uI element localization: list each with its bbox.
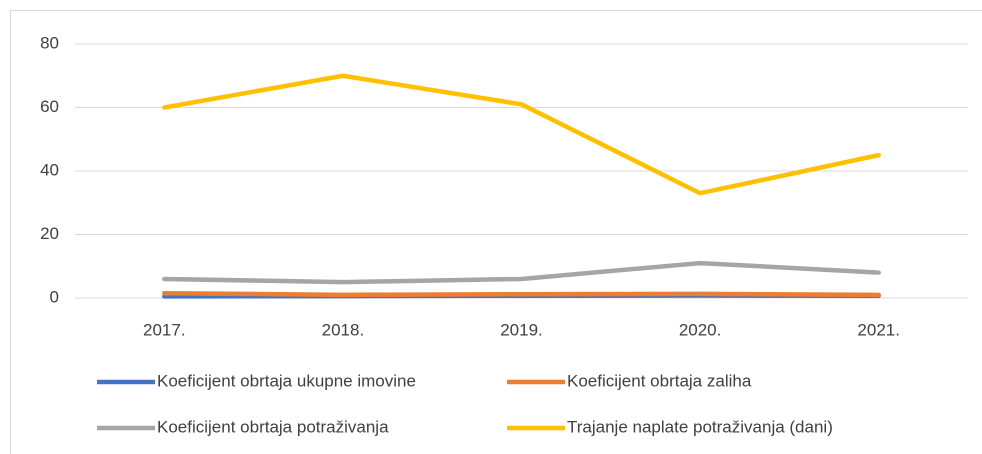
legend-label: Koeficijent obrtaja zaliha [567,371,752,390]
x-tick-label: 2021. [857,320,900,339]
series-line [162,260,881,285]
series-line [162,73,881,196]
x-tick-label: 2017. [143,320,186,339]
y-tick-label: 80 [40,33,59,52]
legend-label: Koeficijent obrtaja potraživanja [157,417,389,436]
x-tick-label: 2018. [322,320,365,339]
y-tick-label: 20 [40,224,59,243]
x-tick-label: 2020. [679,320,722,339]
chart-border [10,10,982,454]
legend-label: Trajanje naplate potraživanja (dani) [567,417,833,436]
series-line [162,290,881,298]
y-tick-label: 40 [40,160,59,179]
y-tick-label: 0 [50,287,59,306]
x-tick-label: 2019. [500,320,543,339]
y-tick-label: 60 [40,97,59,116]
legend-label: Koeficijent obrtaja ukupne imovine [157,371,416,390]
